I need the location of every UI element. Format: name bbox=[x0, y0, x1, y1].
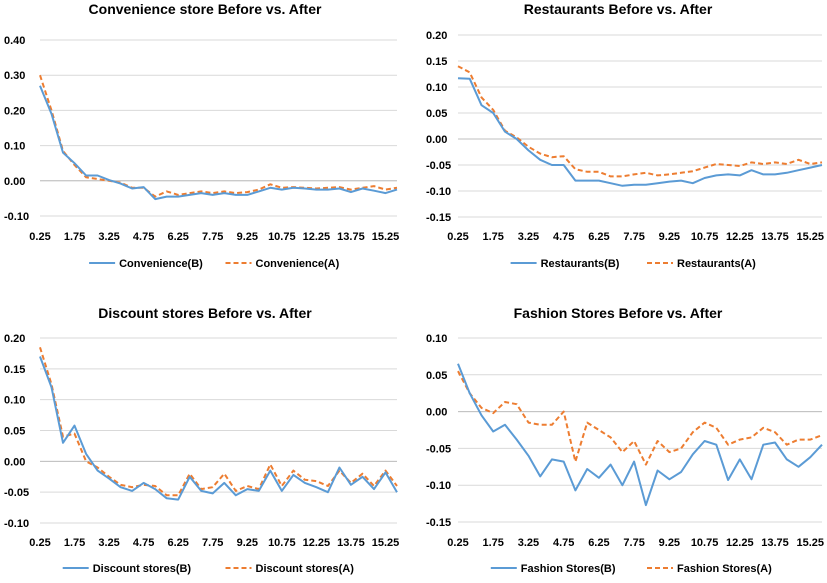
restaurants-x-tick-label: 13.75 bbox=[761, 231, 789, 243]
restaurants-legend-label-before: Restaurants(B) bbox=[541, 258, 620, 270]
discount-x-tick-label: 13.75 bbox=[337, 537, 365, 549]
restaurants-series-before bbox=[457, 77, 823, 187]
convenience-legend-label-before: Convenience(B) bbox=[119, 258, 203, 270]
convenience-x-tick-label: 6.25 bbox=[167, 231, 188, 243]
fashion-x-tick-label: 9.25 bbox=[659, 537, 680, 549]
restaurants-y-tick-label: 0.20 bbox=[426, 30, 447, 42]
restaurants-legend-label-after: Restaurants(A) bbox=[677, 258, 756, 270]
discount-y-tick-label: 0.15 bbox=[4, 364, 25, 376]
convenience-x-tick-label: 15.25 bbox=[372, 231, 400, 243]
discount-y-tick-label: 0.20 bbox=[4, 333, 25, 345]
fashion-legend-label-after: Fashion Stores(A) bbox=[677, 563, 772, 575]
convenience-y-tick-label: 0.00 bbox=[4, 176, 25, 188]
discount-y-tick-label: 0.00 bbox=[4, 456, 25, 468]
convenience-x-tick-label: 1.75 bbox=[64, 231, 85, 243]
restaurants-x-tick-label: 7.75 bbox=[623, 231, 644, 243]
fashion-x-tick-label: 15.25 bbox=[796, 537, 824, 549]
discount-y-tick-label: 0.05 bbox=[4, 426, 25, 438]
discount-x-tick-label: 9.25 bbox=[237, 537, 258, 549]
fashion-y-tick-label: -0.10 bbox=[426, 480, 451, 492]
convenience-y-tick-label: 0.30 bbox=[4, 70, 25, 82]
discount-x-tick-label: 12.25 bbox=[303, 537, 331, 549]
fashion-x-tick-label: 13.75 bbox=[761, 537, 789, 549]
fashion-x-tick-label: 4.75 bbox=[553, 537, 574, 549]
restaurants-x-tick-label: 4.75 bbox=[553, 231, 574, 243]
fashion-x-tick-label: 7.75 bbox=[623, 537, 644, 549]
convenience-series-before bbox=[39, 85, 398, 201]
restaurants-y-tick-label: 0.10 bbox=[426, 82, 447, 94]
restaurants-x-tick-label: 12.25 bbox=[726, 231, 754, 243]
convenience-x-tick-label: 7.75 bbox=[202, 231, 223, 243]
fashion-x-tick-label: 12.25 bbox=[726, 537, 754, 549]
panel-discount: Discount stores Before vs. After 0.20 0.15… bbox=[4, 305, 399, 575]
fashion-x-tick-label: 3.25 bbox=[518, 537, 539, 549]
fashion-legend-label-before: Fashion Stores(B) bbox=[521, 563, 616, 575]
discount-x-tick-label: 10.75 bbox=[268, 537, 296, 549]
discount-y-tick-label: 0.10 bbox=[4, 395, 25, 407]
fashion-series-after bbox=[457, 370, 823, 466]
restaurants-y-tick-label: -0.05 bbox=[426, 160, 451, 172]
convenience-y-tick-label: 0.40 bbox=[4, 35, 25, 47]
restaurants-y-tick-label: 0.05 bbox=[426, 108, 447, 120]
fashion-y-tick-label: -0.05 bbox=[426, 443, 451, 455]
convenience-x-tick-label: 10.75 bbox=[268, 231, 296, 243]
convenience-y-tick-label: 0.10 bbox=[4, 141, 25, 153]
restaurants-y-tick-label: -0.15 bbox=[426, 212, 451, 224]
discount-x-tick-label: 7.75 bbox=[202, 537, 223, 549]
convenience-chart-title: Convenience store Before vs. After bbox=[89, 1, 322, 17]
convenience-x-tick-label: 13.75 bbox=[337, 231, 365, 243]
restaurants-x-tick-label: 10.75 bbox=[691, 231, 719, 243]
restaurants-chart-title: Restaurants Before vs. After bbox=[524, 1, 713, 17]
discount-x-tick-label: 1.75 bbox=[64, 537, 85, 549]
convenience-x-tick-label: 0.25 bbox=[29, 231, 50, 243]
restaurants-x-tick-label: 1.75 bbox=[483, 231, 504, 243]
discount-x-tick-label: 3.25 bbox=[98, 537, 119, 549]
convenience-x-tick-label: 9.25 bbox=[237, 231, 258, 243]
fashion-y-tick-label: 0.05 bbox=[426, 370, 447, 382]
discount-y-tick-label: -0.10 bbox=[4, 518, 29, 530]
restaurants-y-tick-label: 0.00 bbox=[426, 134, 447, 146]
restaurants-x-tick-label: 9.25 bbox=[659, 231, 680, 243]
fashion-x-tick-label: 1.75 bbox=[483, 537, 504, 549]
panel-restaurants: Restaurants Before vs. After 0.20 0.15 0.10… bbox=[426, 1, 824, 270]
discount-legend-label-after: Discount stores(A) bbox=[256, 563, 355, 575]
convenience-x-tick-label: 4.75 bbox=[133, 231, 154, 243]
restaurants-x-tick-label: 0.25 bbox=[447, 231, 468, 243]
convenience-y-tick-label: -0.10 bbox=[4, 211, 29, 223]
convenience-legend-label-after: Convenience(A) bbox=[256, 258, 340, 270]
fashion-x-tick-label: 10.75 bbox=[691, 537, 719, 549]
convenience-x-tick-label: 12.25 bbox=[303, 231, 331, 243]
fashion-y-tick-label: 0.00 bbox=[426, 407, 447, 419]
fashion-x-tick-label: 6.25 bbox=[588, 537, 609, 549]
fashion-y-tick-label: 0.10 bbox=[426, 333, 447, 345]
discount-series-before bbox=[39, 356, 398, 501]
restaurants-y-tick-label: 0.15 bbox=[426, 56, 447, 68]
discount-x-tick-label: 4.75 bbox=[133, 537, 154, 549]
restaurants-x-tick-label: 15.25 bbox=[796, 231, 824, 243]
discount-x-tick-label: 0.25 bbox=[29, 537, 50, 549]
restaurants-x-tick-label: 3.25 bbox=[518, 231, 539, 243]
panel-fashion: Fashion Stores Before vs. After 0.10 0.05 0… bbox=[426, 305, 824, 575]
fashion-series-before bbox=[457, 363, 823, 507]
discount-chart-title: Discount stores Before vs. After bbox=[98, 305, 312, 321]
restaurants-series-after bbox=[457, 65, 823, 178]
restaurants-y-tick-label: -0.10 bbox=[426, 186, 451, 198]
fashion-x-tick-label: 0.25 bbox=[447, 537, 468, 549]
restaurants-x-tick-label: 6.25 bbox=[588, 231, 609, 243]
fashion-chart-title: Fashion Stores Before vs. After bbox=[514, 305, 723, 321]
discount-x-tick-label: 15.25 bbox=[372, 537, 400, 549]
discount-legend-label-before: Discount stores(B) bbox=[93, 563, 192, 575]
discount-x-tick-label: 6.25 bbox=[167, 537, 188, 549]
convenience-y-tick-label: 0.20 bbox=[4, 105, 25, 117]
fashion-y-tick-label: -0.15 bbox=[426, 517, 451, 529]
discount-y-tick-label: -0.05 bbox=[4, 487, 29, 499]
convenience-x-tick-label: 3.25 bbox=[98, 231, 119, 243]
panel-convenience: Convenience store Before vs. After 0.40 0.… bbox=[4, 1, 399, 270]
convenience-series-after bbox=[39, 74, 398, 198]
